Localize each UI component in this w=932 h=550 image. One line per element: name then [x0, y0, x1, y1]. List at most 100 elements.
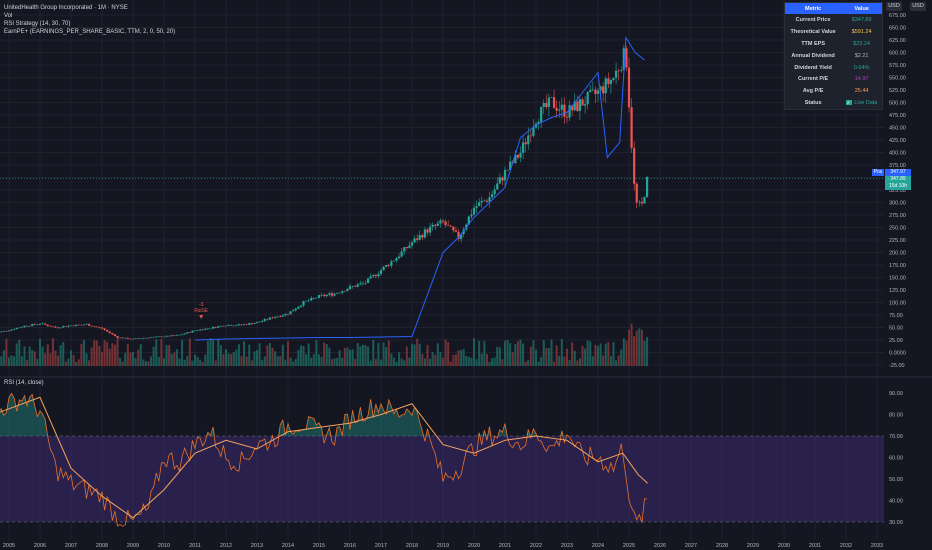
volume-bar — [33, 351, 36, 366]
volume-bar — [163, 358, 165, 366]
volume-bar — [436, 343, 439, 366]
metric-row: Status ✔ Live Data — [785, 97, 882, 109]
candle-body — [351, 286, 354, 287]
candle-body — [475, 206, 478, 208]
candle-body — [263, 319, 266, 321]
candle-body — [28, 325, 31, 327]
candle-body — [297, 306, 300, 309]
volume-bar — [217, 339, 220, 366]
metric-value: $591.24 — [851, 28, 872, 35]
candle-body — [211, 326, 215, 329]
volume-bar — [230, 354, 233, 366]
candle-body — [69, 325, 73, 327]
volume-bar — [240, 355, 243, 366]
volume-bar — [90, 347, 93, 366]
earnpe-label[interactable]: EarnPE+ (EARNINGS_PER_SHARE_BASIC, TTM, … — [4, 29, 176, 35]
volume-bar — [341, 357, 344, 366]
candle-body — [237, 324, 241, 326]
candle-body — [436, 223, 439, 226]
volume-bar — [157, 356, 160, 366]
currency-button[interactable]: USD — [886, 2, 902, 11]
volume-bar — [46, 344, 49, 366]
x-tick-label: 2010 — [158, 543, 170, 549]
strategy-label[interactable]: RSI Strategy (14, 30, 70) — [4, 21, 71, 27]
volume-bar — [121, 361, 124, 366]
volume-bar — [315, 339, 318, 366]
volume-bar — [550, 339, 553, 366]
candle-body — [483, 200, 486, 202]
volume-bar — [602, 355, 605, 366]
currency-button-2[interactable]: USD — [910, 2, 926, 11]
candle-body — [168, 335, 171, 337]
volume-bar — [191, 360, 194, 366]
rsi-legend[interactable]: RSI (14, close) — [4, 380, 44, 386]
candle-body — [478, 202, 481, 207]
candle-body — [137, 338, 140, 340]
candle-body — [501, 177, 504, 181]
y-tick-label: 50.00 — [889, 326, 903, 332]
candle-body — [317, 294, 321, 298]
x-tick-label: 2007 — [65, 543, 77, 549]
candle-body — [439, 220, 442, 224]
volume-bar — [511, 351, 514, 366]
candle-body — [2, 330, 5, 332]
candle-body — [294, 308, 297, 311]
volume-bar — [41, 346, 44, 366]
vol-label[interactable]: Vol — [4, 13, 13, 19]
candle-body — [441, 220, 445, 222]
candle-body — [268, 317, 272, 320]
y-tick-label: 250.00 — [889, 226, 906, 232]
candle-body — [118, 337, 122, 339]
volume-bar — [237, 344, 240, 366]
candle-body — [387, 264, 390, 266]
candle-body — [341, 291, 344, 293]
candle-body — [59, 327, 62, 329]
volume-bar — [287, 341, 289, 366]
candle-body — [304, 300, 308, 302]
candle-body — [583, 104, 587, 106]
volume-bar — [82, 339, 85, 366]
metric-row: Dividend Yield 0.64% — [785, 62, 882, 74]
candle-body — [242, 324, 246, 326]
volume-bar — [465, 355, 468, 366]
candle-body — [310, 298, 313, 301]
volume-bar — [209, 338, 212, 366]
candle-body — [162, 336, 166, 338]
y-tick-label: 300.00 — [889, 201, 906, 207]
candle-body — [325, 294, 328, 297]
symbol-title[interactable]: UnitedHealth Group Incorporated · 1M · N… — [4, 5, 128, 11]
y-tick-label: 575.00 — [889, 63, 906, 69]
candle-body — [547, 97, 551, 107]
candle-body — [90, 325, 93, 327]
volume-bar — [431, 351, 434, 366]
volume-bar — [542, 340, 545, 366]
x-tick-label: 2005 — [3, 543, 15, 549]
volume-bar — [442, 357, 444, 366]
candle-body — [374, 274, 377, 277]
volume-bar — [44, 353, 47, 366]
volume-bar — [385, 347, 388, 366]
candle-body — [186, 332, 189, 334]
candle-body — [209, 328, 212, 330]
volume-bar — [173, 352, 176, 366]
volume-bar — [194, 354, 196, 366]
candle-body — [93, 326, 96, 327]
volume-bar — [64, 361, 67, 366]
volume-bar — [555, 345, 558, 366]
x-tick-label: 2006 — [34, 543, 46, 549]
candle-body — [496, 183, 499, 190]
volume-bar — [85, 353, 88, 366]
volume-bar — [504, 340, 506, 366]
candle-body — [434, 224, 437, 226]
volume-bar — [243, 341, 246, 366]
rsi-tick-label: 50.00 — [889, 477, 903, 483]
volume-bar — [480, 353, 483, 366]
candle-body — [41, 323, 44, 325]
volume-bar — [519, 339, 522, 366]
volume-bar — [186, 356, 189, 366]
candle-body — [253, 323, 256, 325]
volume-bar — [361, 344, 364, 366]
volume-bar — [483, 341, 486, 366]
candle-body — [369, 276, 372, 279]
metric-label: Annual Dividend — [791, 52, 835, 59]
